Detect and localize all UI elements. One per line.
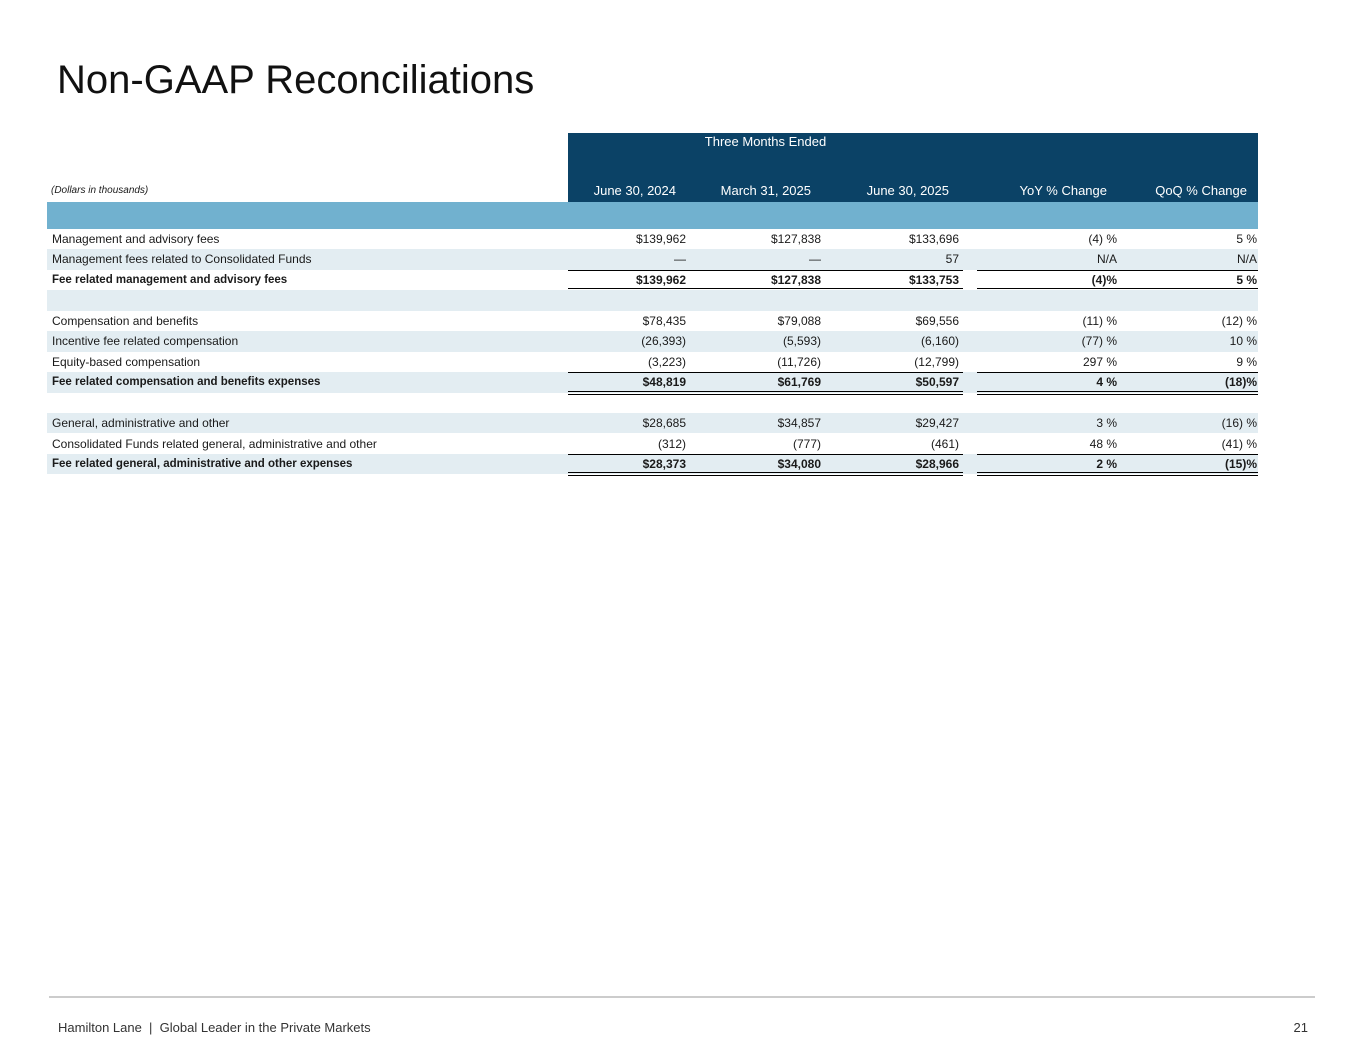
row-value: (11) % xyxy=(1082,313,1117,328)
row-value: $139,962 xyxy=(635,232,686,246)
row-value: (12,799) xyxy=(914,354,959,369)
column-header: June 30, 2024 xyxy=(593,183,676,198)
page-number: 21 xyxy=(1293,1020,1308,1035)
total-rule xyxy=(977,453,1258,455)
row-value: (461) xyxy=(930,436,959,451)
row-stripe xyxy=(47,331,1258,352)
row-value: 48 % xyxy=(1089,436,1117,451)
table-subheader-band xyxy=(47,202,1258,229)
total-value: $50,597 xyxy=(915,375,959,390)
row-stripe xyxy=(47,290,1258,311)
row-value: (6,160) xyxy=(920,334,959,349)
row-value: $29,427 xyxy=(915,416,959,431)
total-double-rule xyxy=(568,390,963,395)
column-header: YoY % Change xyxy=(1019,183,1107,198)
row-value: 9 % xyxy=(1236,354,1257,369)
row-label: General, administrative and other xyxy=(52,416,230,431)
row-value: (5,593) xyxy=(782,334,821,349)
row-stripe xyxy=(47,372,1258,393)
total-value: 5 % xyxy=(1236,272,1257,287)
column-header: June 30, 2025 xyxy=(866,183,949,198)
total-value: 4 % xyxy=(1096,375,1117,390)
total-label: Fee related compensation and benefits ex… xyxy=(52,376,321,389)
row-label: Consolidated Funds related general, admi… xyxy=(52,436,377,451)
total-rule xyxy=(568,453,963,455)
total-double-rule xyxy=(977,390,1258,395)
row-label: Incentive fee related compensation xyxy=(52,334,239,349)
total-value: $28,966 xyxy=(915,456,959,471)
row-value: — xyxy=(674,252,686,267)
row-label: Equity-based compensation xyxy=(52,354,201,369)
row-value: 3 % xyxy=(1096,416,1117,431)
row-value: (26,393) xyxy=(641,334,686,349)
total-label: Fee related management and advisory fees xyxy=(52,273,288,286)
total-value: (4)% xyxy=(1091,272,1117,287)
row-value: (11,726) xyxy=(777,354,821,369)
total-double-rule xyxy=(977,472,1258,477)
row-value: 57 xyxy=(945,252,959,267)
total-value: 2 % xyxy=(1096,456,1117,471)
unit-note: (Dollars in thousands) xyxy=(51,185,149,196)
row-value: 5 % xyxy=(1236,232,1257,246)
total-rule xyxy=(977,269,1258,271)
row-label: Management fees related to Consolidated … xyxy=(52,252,312,267)
row-value: — xyxy=(809,252,821,267)
total-value: $28,373 xyxy=(642,456,686,471)
total-label: Fee related general, administrative and … xyxy=(52,457,353,470)
page-title: Non-GAAP Reconciliations xyxy=(57,58,535,102)
footer-text: Hamilton Lane | Global Leader in the Pri… xyxy=(58,1020,371,1035)
total-rule xyxy=(568,372,963,374)
row-value: (312) xyxy=(657,436,686,451)
row-value: (3,223) xyxy=(647,354,686,369)
total-value: (18)% xyxy=(1224,375,1257,390)
total-value: $48,819 xyxy=(642,375,686,390)
total-value: $61,769 xyxy=(777,375,821,390)
column-header: QoQ % Change xyxy=(1155,183,1247,198)
table-header-band xyxy=(568,133,1258,202)
row-value: $133,696 xyxy=(908,232,959,246)
total-value: $127,838 xyxy=(770,272,821,287)
row-value: 10 % xyxy=(1229,334,1257,349)
row-label: Management and advisory fees xyxy=(52,232,220,246)
row-value: (77) % xyxy=(1081,334,1117,349)
row-value: (4) % xyxy=(1088,232,1117,246)
total-value: $34,080 xyxy=(777,456,821,471)
row-value: $28,685 xyxy=(642,416,686,431)
row-value: $127,838 xyxy=(770,232,821,246)
footer-rule xyxy=(49,996,1315,998)
row-value: (12) % xyxy=(1221,313,1257,328)
total-double-rule xyxy=(568,472,963,477)
row-value: (16) % xyxy=(1221,416,1257,431)
row-stripe xyxy=(47,413,1258,434)
total-value: $139,962 xyxy=(635,272,686,287)
total-rule xyxy=(977,372,1258,374)
group-header: Three Months Ended xyxy=(704,134,827,149)
row-value: N/A xyxy=(1236,252,1257,267)
row-value: $69,556 xyxy=(915,313,959,328)
row-label: Compensation and benefits xyxy=(52,313,199,328)
row-value: $34,857 xyxy=(777,416,821,431)
row-value: (777) xyxy=(792,436,821,451)
total-value: (15)% xyxy=(1224,456,1257,471)
row-value: $78,435 xyxy=(642,313,686,328)
total-value: $133,753 xyxy=(908,272,959,287)
row-value: 297 % xyxy=(1082,354,1117,369)
total-rule xyxy=(568,269,963,271)
row-stripe xyxy=(47,453,1258,475)
row-stripe xyxy=(47,249,1258,270)
row-value: $79,088 xyxy=(777,313,821,328)
row-value: (41) % xyxy=(1221,436,1257,451)
row-value: N/A xyxy=(1096,252,1117,267)
column-header: March 31, 2025 xyxy=(720,183,811,198)
